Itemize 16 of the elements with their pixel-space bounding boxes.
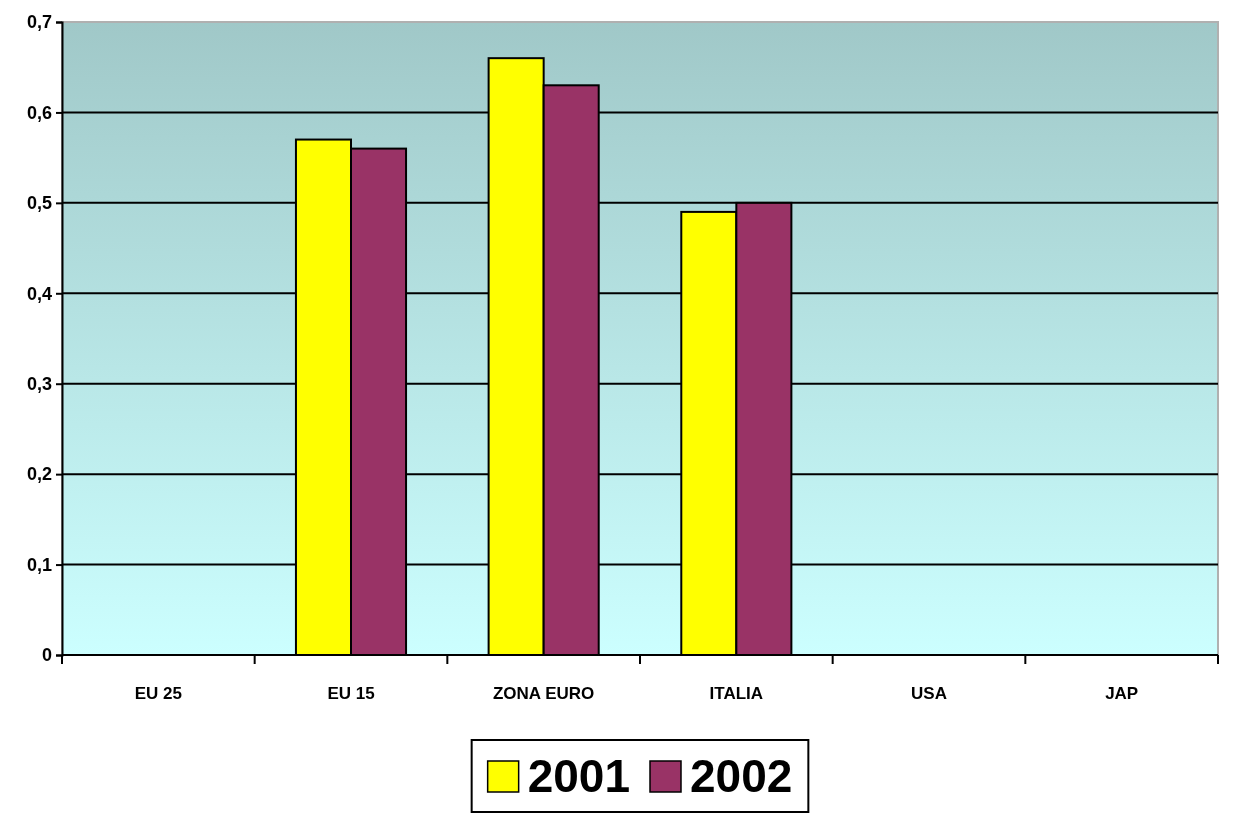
y-tick-label: 0,3 [26,373,52,394]
legend-label: 2002 [690,750,793,802]
y-tick-label: 0,1 [26,554,52,575]
y-tick-label: 0,4 [26,283,52,304]
x-tick-label: ITALIA [709,684,764,703]
y-tick-label: 0,2 [26,464,52,485]
x-tick-label: EU 15 [327,684,375,703]
y-tick-label: 0,7 [26,12,52,33]
y-tick-label: 0,5 [26,193,52,214]
y-tick-label: 0 [41,645,52,666]
x-tick-label: EU 25 [134,684,182,703]
x-tick-label: JAP [1105,684,1139,703]
legend-label: 2001 [527,750,630,802]
x-tick-label: USA [911,684,947,703]
y-tick-label: 0,6 [26,102,52,123]
x-tick-label: ZONA EURO [492,684,595,703]
